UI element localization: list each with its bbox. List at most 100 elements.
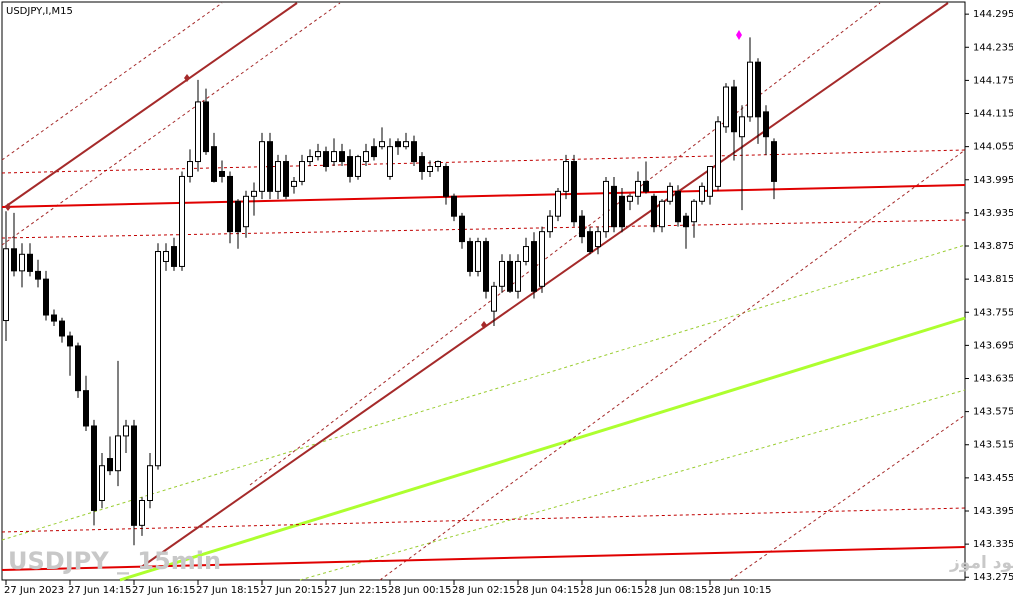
candle-body xyxy=(179,175,185,267)
candle-body xyxy=(411,141,417,163)
candle-body xyxy=(659,200,665,228)
high-marker xyxy=(736,30,742,40)
x-tick-label: 27 Jun 14:15 xyxy=(68,585,132,596)
x-tick-label: 28 Jun 00:15 xyxy=(388,585,452,596)
candle-body xyxy=(579,215,585,238)
candle-body xyxy=(11,248,17,272)
y-tick-label: 143.755 xyxy=(973,307,1013,318)
green-dashed-line xyxy=(299,389,966,581)
y-tick-label: 143.275 xyxy=(973,572,1013,583)
candle-body xyxy=(403,141,409,148)
candle-body xyxy=(723,86,729,128)
watermark: USDJPY _ 15min xyxy=(8,547,221,575)
candle-body xyxy=(419,156,425,172)
candle-body xyxy=(99,465,105,502)
candle-body xyxy=(187,161,193,177)
candle-body xyxy=(531,241,537,292)
y-tick-label: 143.575 xyxy=(973,407,1013,418)
candle-body xyxy=(307,156,313,163)
candle-body xyxy=(603,180,609,233)
candle-body xyxy=(747,61,753,118)
candle-body xyxy=(51,314,57,322)
candle-body xyxy=(555,190,561,217)
x-tick-label: 28 Jun 02:15 xyxy=(452,585,516,596)
candle-body xyxy=(243,195,249,228)
candle-body xyxy=(203,101,209,153)
candle-body xyxy=(27,253,33,272)
candle-body xyxy=(491,285,497,312)
channel-dashed-line xyxy=(379,149,966,581)
candle-body xyxy=(731,86,737,133)
plot-frame xyxy=(1,1,966,581)
candle-body xyxy=(435,161,441,168)
candle-body xyxy=(395,141,401,148)
candle-body xyxy=(683,215,689,228)
candle-body xyxy=(667,185,673,202)
candle-body xyxy=(675,190,681,223)
candle-body xyxy=(147,465,153,502)
candle-body xyxy=(211,146,217,182)
candle-body xyxy=(515,260,521,292)
x-tick-label: 27 Jun 22:15 xyxy=(324,585,388,596)
candle-body xyxy=(499,260,505,287)
candle-body xyxy=(635,180,641,197)
candle-body xyxy=(83,390,89,427)
y-tick-label: 143.815 xyxy=(973,274,1013,285)
red-trendline xyxy=(1,546,966,571)
candle-body xyxy=(3,248,9,322)
candle-body xyxy=(251,190,257,197)
x-tick-label: 28 Jun 08:15 xyxy=(644,585,708,596)
y-tick-label: 143.335 xyxy=(973,539,1013,550)
candle-body xyxy=(75,345,81,392)
candle-body xyxy=(91,425,97,511)
candle-body xyxy=(315,151,321,158)
candle-body xyxy=(43,278,49,316)
candle-body xyxy=(523,246,529,262)
candle-body xyxy=(219,170,225,177)
candle-body xyxy=(379,141,385,148)
red-dashed-line xyxy=(1,219,966,239)
candle-body xyxy=(715,121,721,187)
candle-body xyxy=(627,195,633,202)
green-trendline xyxy=(119,316,966,582)
candle-body xyxy=(19,253,25,272)
candle-body xyxy=(475,241,481,272)
candle-body xyxy=(171,246,177,267)
x-tick-label: 28 Jun 04:15 xyxy=(516,585,580,596)
candle-body xyxy=(283,161,289,197)
y-tick-label: 144.115 xyxy=(973,109,1013,120)
candle-body xyxy=(763,111,769,138)
candle-body xyxy=(163,251,169,262)
candle-body xyxy=(355,156,361,177)
y-tick-label: 144.235 xyxy=(973,42,1013,53)
candle-body xyxy=(139,500,145,526)
y-tick-label: 143.635 xyxy=(973,374,1013,385)
watermark-text: انتشار در سایت سود اموز xyxy=(949,553,1013,573)
candle-body xyxy=(323,151,329,168)
red-dashed-line xyxy=(1,149,966,174)
candle-body xyxy=(595,231,601,248)
candle-body xyxy=(291,180,297,187)
candle-body xyxy=(507,260,513,292)
candle-body xyxy=(427,166,433,172)
candle-body xyxy=(547,215,553,233)
candle-body xyxy=(347,156,353,177)
candle-body xyxy=(35,270,41,280)
y-tick-label: 143.395 xyxy=(973,506,1013,517)
x-tick-label: 28 Jun 10:15 xyxy=(708,585,772,596)
red-trendline xyxy=(1,184,966,208)
candle-body xyxy=(275,161,281,192)
x-tick-label: 27 Jun 20:15 xyxy=(260,585,324,596)
x-tick-label: 28 Jun 06:15 xyxy=(580,585,644,596)
candle-body xyxy=(643,180,649,192)
candle-body xyxy=(67,335,73,347)
candle-body xyxy=(539,231,545,287)
candle-body xyxy=(755,61,761,118)
candle-body xyxy=(699,185,705,202)
y-tick-label: 143.455 xyxy=(973,473,1013,484)
y-tick-label: 144.055 xyxy=(973,142,1013,153)
candle-body xyxy=(651,195,657,228)
channel-dashed-line xyxy=(249,2,881,486)
candle-body xyxy=(459,215,465,243)
